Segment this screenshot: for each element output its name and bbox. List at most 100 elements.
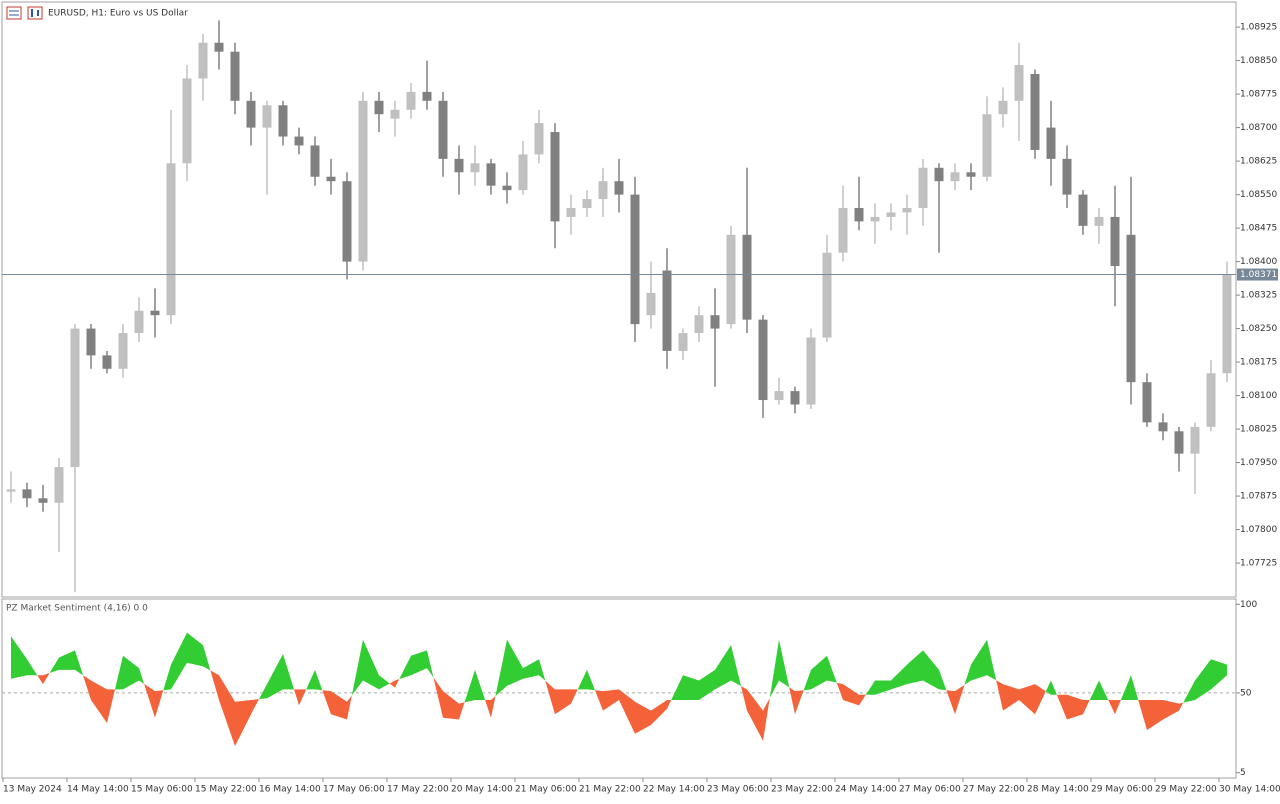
sentiment-area xyxy=(379,675,390,690)
sentiment-area xyxy=(1138,700,1147,731)
sentiment-area xyxy=(1131,675,1139,701)
indicator-title: PZ Market Sentiment (4,16) 0 0 xyxy=(6,604,148,614)
x-tick-label: 15 May 06:00 xyxy=(131,785,193,795)
candle-body xyxy=(582,199,592,208)
candle-body xyxy=(1190,426,1200,454)
sentiment-area xyxy=(671,675,683,701)
candle-body xyxy=(54,467,64,503)
sentiment-area xyxy=(411,650,427,676)
sentiment-area xyxy=(651,700,667,725)
y-tick-label: 1.08850 xyxy=(1240,56,1277,66)
sentiment-area xyxy=(491,696,496,718)
candle-body xyxy=(1030,74,1040,150)
candle-body xyxy=(678,333,688,351)
sentiment-area xyxy=(789,687,795,715)
x-tick-label: 27 May 22:00 xyxy=(963,785,1025,795)
sentiment-area xyxy=(523,659,539,679)
y-tick-label: 1.08325 xyxy=(1240,291,1277,301)
candle-body xyxy=(406,91,416,110)
candle-body xyxy=(998,100,1008,115)
x-tick-label: 29 May 22:00 xyxy=(1155,785,1217,795)
sentiment-area xyxy=(907,650,923,685)
candle-body xyxy=(6,489,16,492)
sentiment-area xyxy=(235,700,251,747)
candle-body xyxy=(358,100,368,262)
candle-body xyxy=(518,154,528,191)
candle-body xyxy=(950,172,960,182)
sentiment-area xyxy=(11,636,27,679)
sentiment-area xyxy=(1179,702,1184,711)
candle-body xyxy=(1142,382,1152,423)
candle-body xyxy=(38,498,48,503)
candle-body xyxy=(1222,274,1232,374)
y-tick-label: 1.08775 xyxy=(1240,90,1277,100)
sentiment-area xyxy=(347,695,352,720)
sentiment-area xyxy=(875,680,891,695)
sentiment-area xyxy=(395,679,400,688)
x-tick-label: 22 May 14:00 xyxy=(643,785,705,795)
sentiment-area xyxy=(315,669,323,691)
sentiment-area xyxy=(1083,700,1090,715)
candle-body xyxy=(502,185,512,191)
candle-body xyxy=(790,391,800,405)
candle-body xyxy=(598,181,608,200)
x-tick-label: 17 May 22:00 xyxy=(387,785,449,795)
sentiment-area xyxy=(1183,680,1195,703)
y-tick-label: 1.08625 xyxy=(1240,157,1277,167)
candle-body xyxy=(198,42,208,79)
sentiment-area xyxy=(683,675,699,701)
sentiment-area xyxy=(115,655,123,690)
sentiment-area xyxy=(545,680,555,715)
sentiment-area xyxy=(555,689,571,715)
candle-body xyxy=(774,391,784,401)
sentiment-area xyxy=(37,675,43,685)
candle-body xyxy=(182,78,192,164)
sentiment-area xyxy=(571,689,578,704)
y-tick-label: 1.08175 xyxy=(1240,358,1277,368)
sentiment-area xyxy=(603,689,619,711)
sentiment-area xyxy=(139,668,145,684)
sentiment-area xyxy=(1051,680,1057,695)
candle-body xyxy=(630,194,640,325)
icon xyxy=(6,6,22,20)
x-tick-label: 27 May 06:00 xyxy=(899,785,961,795)
last-price-label: 1.08371 xyxy=(1240,270,1277,280)
x-tick-label: 30 May 14:00 xyxy=(1219,785,1280,795)
sentiment-area xyxy=(331,691,347,720)
candle-body xyxy=(470,163,480,173)
candle-body xyxy=(838,207,848,253)
candle-body xyxy=(534,123,544,155)
candle-body xyxy=(1206,373,1216,427)
candle-body xyxy=(438,100,448,159)
sentiment-area xyxy=(803,669,811,691)
sentiment-area xyxy=(1067,694,1083,720)
x-tick-label: 24 May 14:00 xyxy=(835,785,897,795)
sentiment-area xyxy=(955,684,965,715)
sentiment-area xyxy=(299,689,307,706)
candle-body xyxy=(870,216,880,222)
sentiment-area xyxy=(210,670,219,701)
sentiment-area xyxy=(1089,680,1099,701)
sentiment-area xyxy=(539,659,546,681)
candle-body xyxy=(918,167,928,208)
candle-body xyxy=(262,105,272,128)
sentiment-area xyxy=(219,675,235,747)
sentiment-area xyxy=(667,700,672,709)
candle-body xyxy=(102,355,112,369)
candle-body xyxy=(1110,216,1120,267)
candle-body xyxy=(310,145,320,177)
sentiment-area xyxy=(171,632,187,690)
sentiment-area xyxy=(1056,694,1067,720)
sentiment-area xyxy=(306,669,315,690)
y-tick-label: 1.08025 xyxy=(1240,425,1277,435)
x-tick-label: 16 May 14:00 xyxy=(259,785,321,795)
candle-body xyxy=(550,132,560,222)
x-tick-label: 21 May 22:00 xyxy=(579,785,641,795)
sentiment-area xyxy=(443,691,459,720)
sentiment-area xyxy=(1035,684,1046,715)
candle-body xyxy=(1094,216,1104,226)
sentiment-area xyxy=(635,701,651,734)
sentiment-area xyxy=(294,689,299,706)
